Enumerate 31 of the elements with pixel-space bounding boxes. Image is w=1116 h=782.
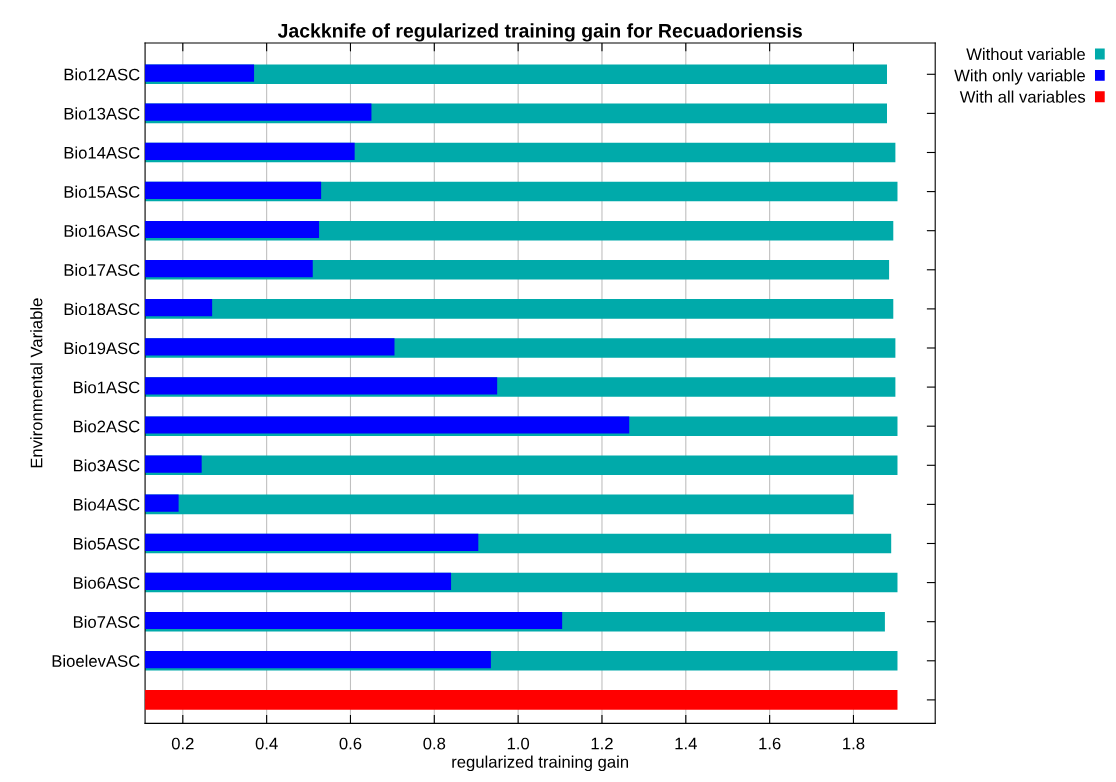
- y-tick-label: Bio15ASC: [64, 185, 140, 198]
- legend-label: With only variable: [954, 69, 1085, 85]
- chart-title: Jackknife of regularized training gain for Recuadoriensis: [277, 23, 802, 42]
- x-tick-label: 1.2: [591, 737, 613, 750]
- y-tick-label: Bio14ASC: [64, 146, 140, 159]
- y-tick-label: Bio2ASC: [73, 420, 140, 433]
- y-tick-label: Bio3ASC: [73, 459, 140, 472]
- x-tick-label: 0.2: [171, 737, 194, 750]
- y-axis-title: Environmental Variable: [30, 298, 43, 468]
- x-tick-label: 0.6: [339, 737, 362, 750]
- x-tick-label: 0.4: [255, 737, 278, 750]
- x-tick-label: 1.4: [675, 737, 697, 750]
- y-tick-label: Bio13ASC: [64, 107, 140, 120]
- y-tick-label: Bio17ASC: [64, 263, 140, 276]
- x-tick-label: 1.0: [507, 737, 530, 750]
- x-tick-label: 1.6: [759, 737, 781, 750]
- y-tick-label: BioelevASC: [52, 654, 140, 667]
- x-tick-label: 0.8: [423, 737, 446, 750]
- legend-label: With all variables: [959, 90, 1086, 103]
- y-tick-label: Bio6ASC: [73, 576, 140, 589]
- y-tick-label: Bio5ASC: [73, 537, 140, 550]
- y-tick-label: Bio1ASC: [73, 381, 140, 394]
- y-tick-label: Bio7ASC: [73, 615, 140, 628]
- y-tick-label: Bio12ASC: [64, 68, 140, 81]
- x-axis-title: regularized training gain: [452, 755, 629, 772]
- y-tick-label: Bio18ASC: [64, 302, 140, 316]
- y-tick-label: Bio16ASC: [64, 224, 140, 237]
- legend-label: Without variable: [966, 47, 1085, 61]
- x-tick-label: 1.8: [843, 737, 865, 750]
- y-tick-label: Bio19ASC: [64, 341, 140, 355]
- y-tick-label: Bio4ASC: [73, 498, 140, 511]
